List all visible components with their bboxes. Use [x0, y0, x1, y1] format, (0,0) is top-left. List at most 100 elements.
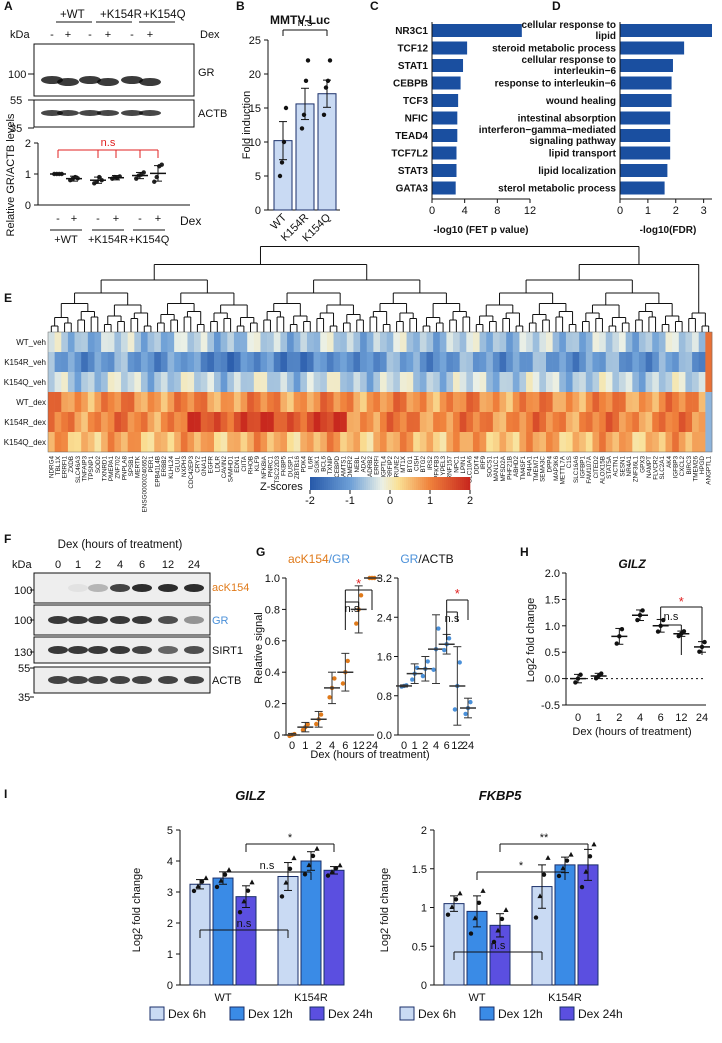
panel-h-ylabel: Log2 fold change	[525, 598, 537, 682]
panel-e-heat-cell	[638, 372, 646, 392]
panel-e-heat-cell	[360, 412, 368, 432]
panel-e-heat-cell	[174, 332, 182, 352]
panel-d-category: response to interleukin−6	[495, 79, 617, 90]
panel-i-right-datapoint	[472, 915, 478, 921]
panel-e-heat-cell	[67, 412, 75, 432]
panel-e-heat-cell	[585, 412, 593, 432]
panel-e-heat-cell	[599, 372, 607, 392]
panel-e-heat-cell	[273, 332, 281, 352]
panel-e-heat-cell	[333, 392, 341, 412]
panel-c-category: STAT1	[398, 61, 429, 72]
panel-e-heat-cell	[220, 432, 228, 452]
panel-a-blot-label-gr: GR	[198, 67, 215, 79]
panel-e-colorbar-label: -1	[345, 495, 355, 507]
panel-e-colorbar-cell	[450, 477, 453, 490]
panel-e-heat-cell	[87, 392, 95, 412]
panel-e-heat-cell	[486, 332, 494, 352]
panel-e-heat-cell	[260, 352, 268, 372]
panel-e-heat-cell	[160, 332, 168, 352]
panel-e-heat-cell	[227, 412, 235, 432]
panel-d-category-line: cellular response to	[522, 20, 616, 31]
panel-e-heat-cell	[67, 372, 75, 392]
panel-e-gene-label: RNF157	[447, 456, 454, 480]
panel-a-marker-35: 35	[10, 123, 22, 135]
panel-e-gene-label: TXNIP	[327, 456, 334, 475]
panel-e-heat-cell	[685, 332, 693, 352]
panel-c-xlabel: -log10 (FET p value)	[433, 225, 528, 236]
panel-e-heat-cell	[439, 352, 447, 372]
panel-i-left-title: GILZ	[235, 788, 266, 803]
panel-e-heat-cell	[273, 352, 281, 372]
panel-e-colorbar-cell	[444, 477, 447, 490]
panel-e-heat-cell	[54, 412, 62, 432]
panel-e-heat-cell	[154, 432, 162, 452]
panel-e-heat-cell	[698, 412, 706, 432]
panel-a-dex-row: +	[155, 213, 161, 225]
panel-i-legend-label: Dex 12h	[498, 1007, 543, 1021]
panel-e-heat-cell	[439, 372, 447, 392]
panel-e-colorbar-label: -2	[305, 495, 315, 507]
panel-e-heat-cell	[572, 372, 580, 392]
panel-e-colorbar-cell	[378, 477, 381, 490]
panel-e-heat-cell	[453, 392, 460, 412]
panel-e-heat-cell	[419, 372, 427, 392]
panel-e-colorbar-cell	[438, 477, 441, 490]
panel-f-band	[88, 584, 108, 592]
panel-g-datapoint	[463, 711, 468, 717]
panel-d-category: sterol metabolic process	[498, 184, 616, 195]
panel-e-heat-cell	[114, 392, 122, 412]
panel-f-band	[110, 646, 130, 654]
panel-e-heat-cell	[214, 392, 221, 412]
panel-e-gene-label: ANGPTL1	[706, 456, 713, 485]
panel-e-heat-cell	[459, 332, 467, 352]
panel-e-heat-cell	[393, 432, 401, 452]
panel-g-y-tick-label: 0.8	[377, 691, 392, 703]
panel-e-gene-label: ALOX15B	[599, 456, 606, 484]
panel-e-heat-cell	[373, 332, 381, 352]
panel-f-band	[158, 584, 178, 592]
panel-f-band	[48, 616, 68, 624]
panel-e-heat-cell	[638, 392, 646, 412]
panel-d-category: intestinal absorption	[518, 114, 616, 125]
panel-e-heat-cell	[546, 392, 553, 412]
panel-g-y-tick-label: 0.6	[265, 636, 280, 648]
panel-e-gene-label: P4HA1	[526, 456, 533, 476]
panel-e-heat-cell	[419, 332, 427, 352]
panel-e-heat-cell	[180, 372, 188, 392]
panel-e-heat-cell	[472, 412, 480, 432]
panel-e-heat-cell	[612, 432, 620, 452]
panel-b-title: MMTV-Luc	[270, 13, 330, 27]
panel-e-heat-cell	[340, 352, 348, 372]
panel-h-y-tick-label: 2.0	[545, 568, 560, 580]
panel-e-heat-cell	[174, 432, 182, 452]
panel-e-heat-cell	[48, 412, 55, 432]
panel-e-colorbar-cell	[430, 477, 433, 490]
panel-g-star: *	[455, 586, 460, 601]
panel-e-heat-cell	[532, 352, 540, 372]
panel-e-heat-cell	[512, 332, 520, 352]
panel-e-gene-label: HPGD	[699, 456, 706, 475]
panel-e-colorbar-cell	[364, 477, 367, 490]
panel-e-heat-cell	[532, 332, 540, 352]
panel-e-gene-label: TBL1X	[55, 455, 62, 475]
panel-e-heat-cell	[459, 352, 467, 372]
panel-e-colorbar-cell	[342, 477, 345, 490]
panel-e-gene-label: EPB41L4B	[155, 456, 162, 487]
panel-i-right-datapoint	[560, 865, 566, 871]
panel-e-heat-cell	[134, 412, 142, 432]
panel-e-heat-cell	[380, 392, 387, 412]
panel-e-heat-cell	[506, 412, 514, 432]
panel-a-group-label: +K154R	[88, 234, 128, 246]
panel-a-dex-sign: -	[50, 29, 54, 41]
panel-e-heat-cell	[306, 332, 314, 352]
panel-e-heat-cell	[512, 372, 520, 392]
panel-e-gene-label: PNPLA8	[121, 456, 128, 481]
panel-e-heat-cell	[585, 372, 593, 392]
panel-e-heat-cell	[632, 372, 640, 392]
panel-e-colorbar-cell	[320, 477, 323, 490]
panel-d-category: cellular response to lipid	[522, 20, 616, 42]
panel-e-heat-cell	[200, 432, 208, 452]
panel-f-marker: 35	[18, 692, 30, 704]
panel-e-heat-cell	[619, 392, 626, 412]
panel-e-heat-cell	[207, 372, 215, 392]
